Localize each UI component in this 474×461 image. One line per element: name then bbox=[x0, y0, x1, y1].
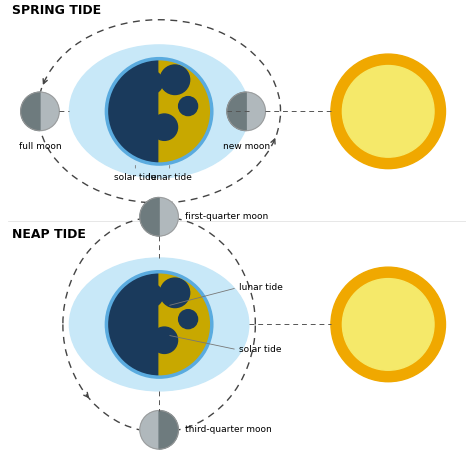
Circle shape bbox=[151, 327, 178, 354]
Circle shape bbox=[128, 106, 148, 127]
Circle shape bbox=[140, 71, 163, 94]
Wedge shape bbox=[159, 272, 212, 377]
Text: lunar tide: lunar tide bbox=[148, 173, 191, 182]
Circle shape bbox=[179, 97, 198, 116]
Text: lunar tide: lunar tide bbox=[239, 283, 283, 292]
Text: full moon: full moon bbox=[18, 142, 61, 151]
Circle shape bbox=[151, 114, 178, 140]
Wedge shape bbox=[159, 197, 178, 236]
Circle shape bbox=[342, 65, 434, 157]
Wedge shape bbox=[159, 59, 212, 164]
Text: solar tide: solar tide bbox=[114, 173, 156, 182]
Wedge shape bbox=[40, 92, 59, 130]
Circle shape bbox=[342, 278, 434, 370]
Circle shape bbox=[331, 54, 446, 169]
Text: NEAP TIDE: NEAP TIDE bbox=[12, 228, 86, 241]
Wedge shape bbox=[246, 92, 265, 130]
Ellipse shape bbox=[69, 258, 249, 391]
Circle shape bbox=[179, 310, 198, 329]
Wedge shape bbox=[106, 272, 159, 377]
Circle shape bbox=[160, 278, 190, 307]
Wedge shape bbox=[140, 411, 159, 449]
Wedge shape bbox=[227, 92, 246, 130]
Text: third-quarter moon: third-quarter moon bbox=[185, 426, 272, 434]
Ellipse shape bbox=[69, 45, 249, 178]
Wedge shape bbox=[21, 92, 40, 130]
Circle shape bbox=[160, 65, 190, 95]
Text: new moon: new moon bbox=[223, 142, 270, 151]
Wedge shape bbox=[106, 59, 159, 164]
Circle shape bbox=[140, 284, 163, 307]
Circle shape bbox=[128, 319, 148, 340]
Text: first-quarter moon: first-quarter moon bbox=[185, 212, 268, 221]
Wedge shape bbox=[140, 197, 159, 236]
Wedge shape bbox=[159, 411, 178, 449]
Circle shape bbox=[331, 267, 446, 382]
Text: solar tide: solar tide bbox=[239, 345, 282, 354]
Text: SPRING TIDE: SPRING TIDE bbox=[12, 4, 101, 17]
